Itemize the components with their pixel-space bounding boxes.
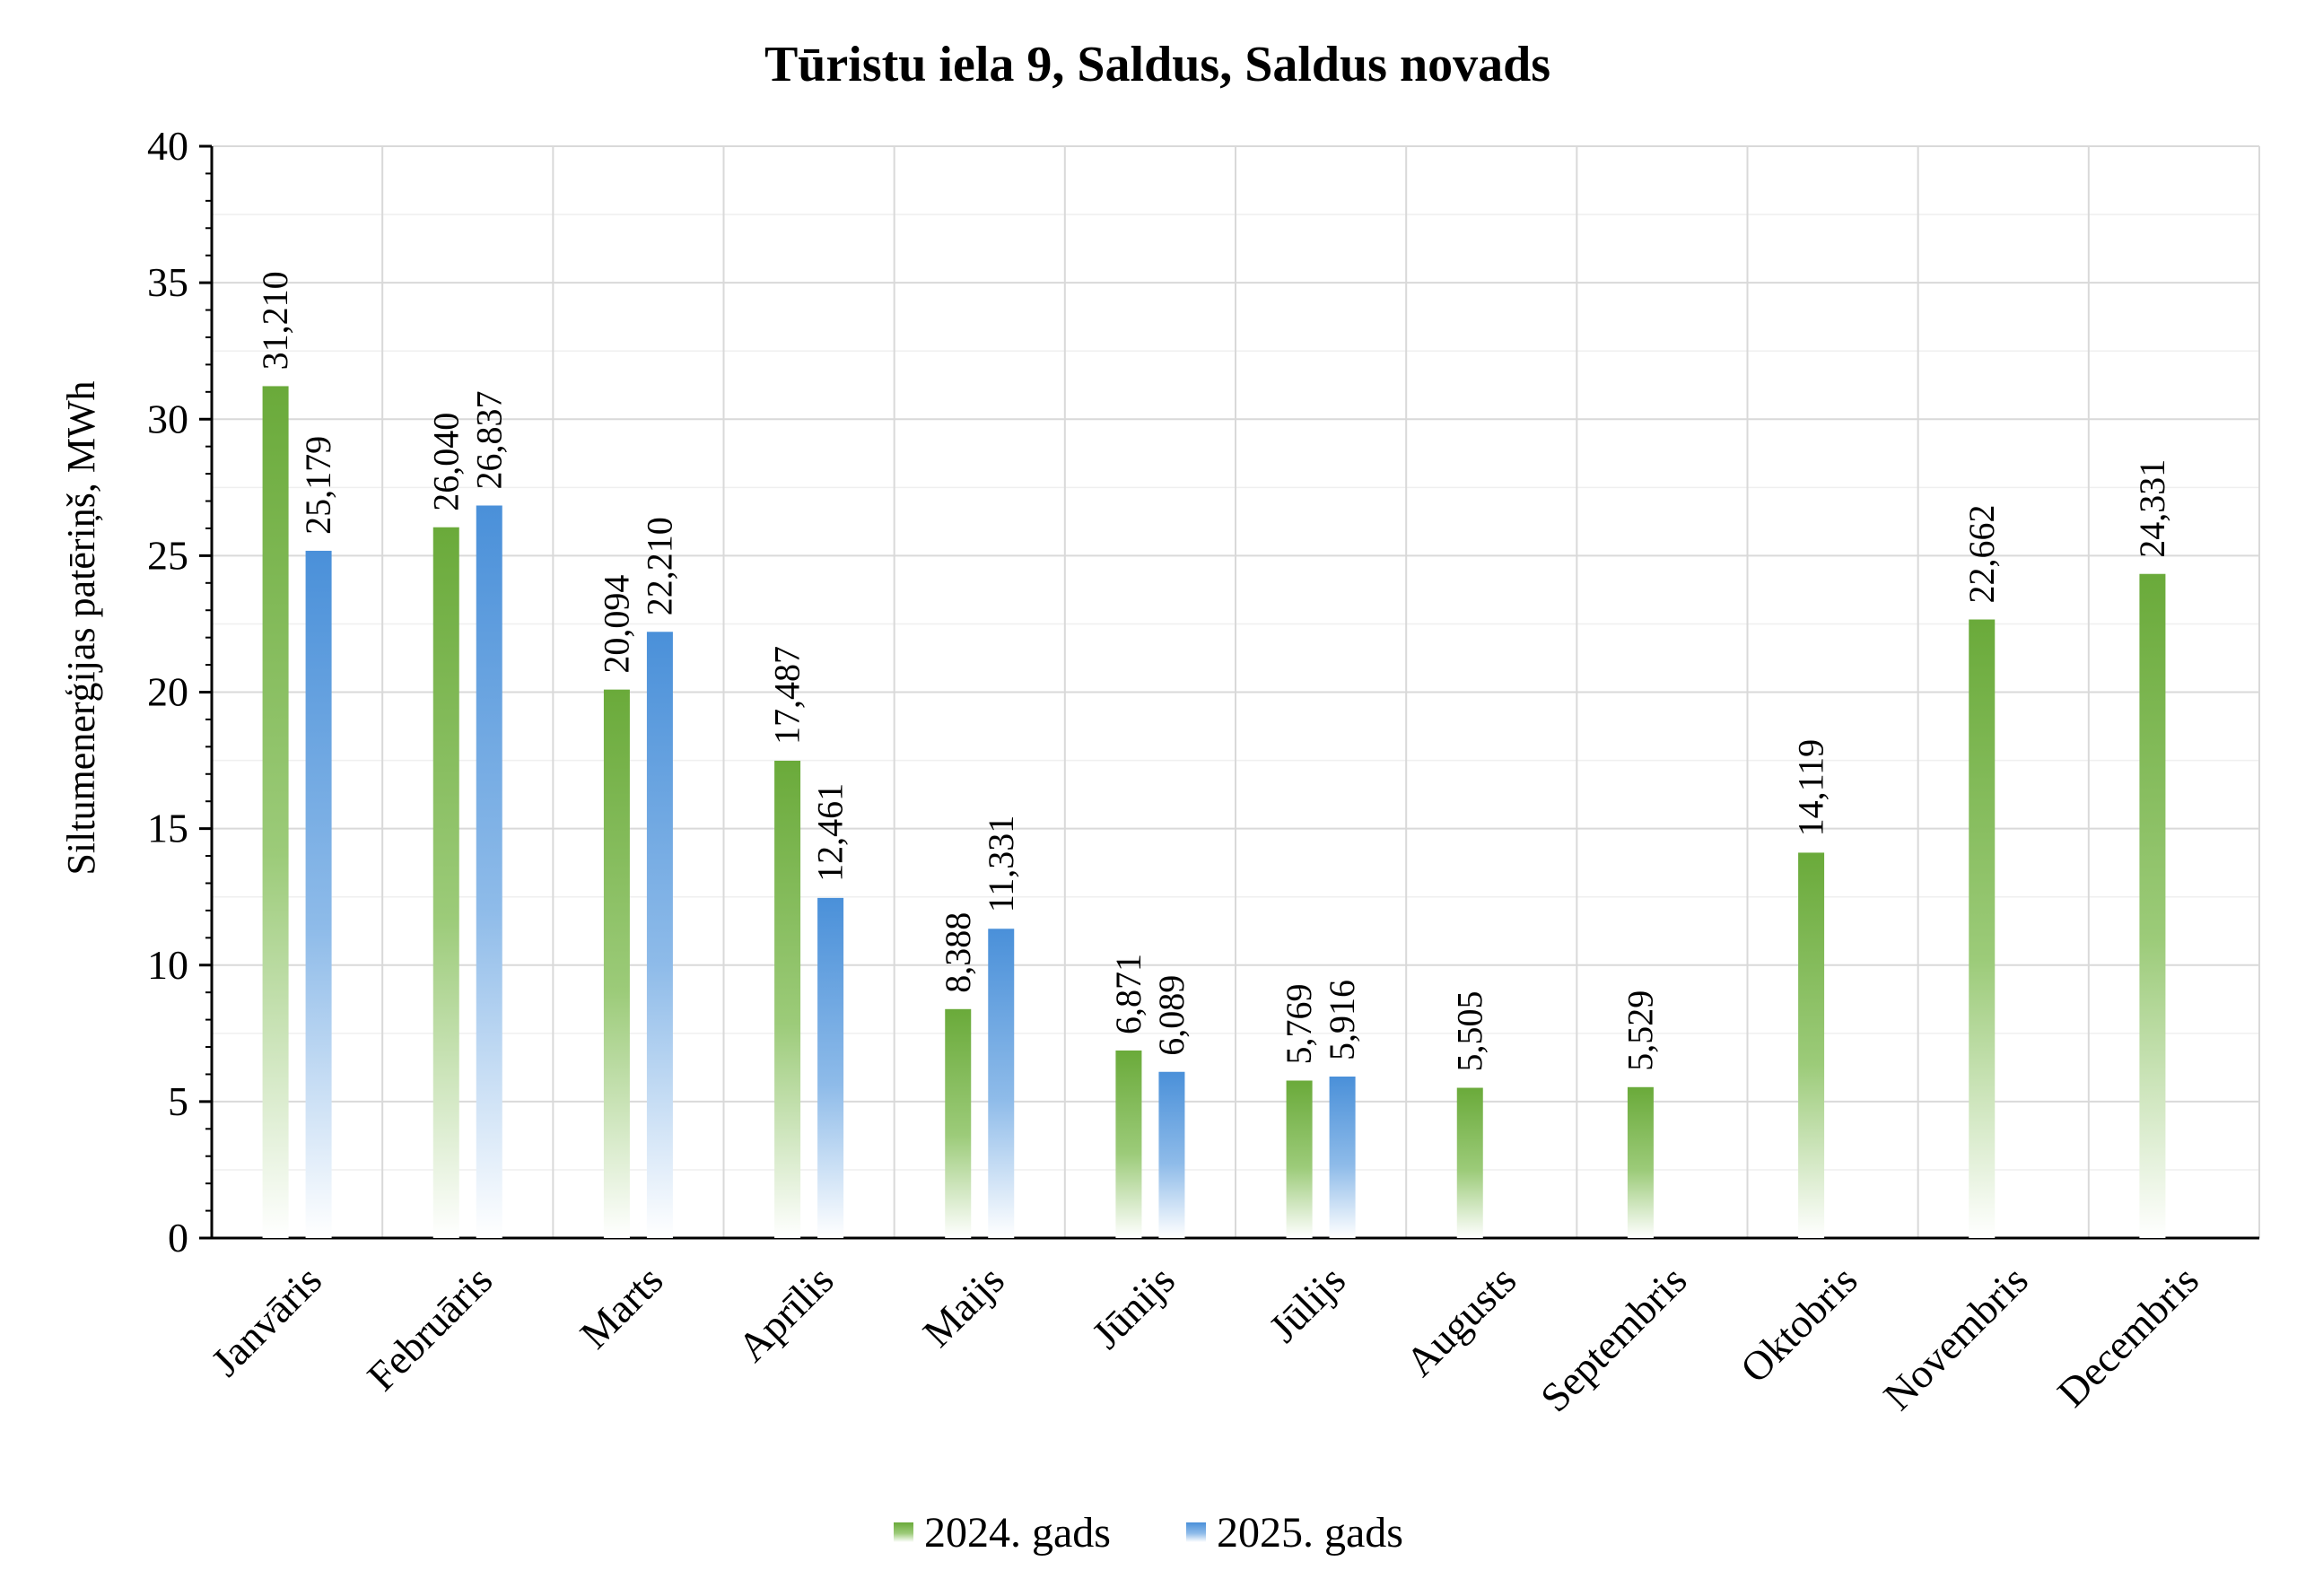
x-tick-label: Marts [572, 1257, 672, 1357]
y-tick-label: 10 [147, 942, 188, 988]
data-label: 26,040 [425, 413, 466, 511]
bar-2025 [1158, 1071, 1185, 1238]
x-tick-label: Jūlijs [1260, 1257, 1354, 1351]
y-tick-label: 30 [147, 396, 188, 441]
data-label: 6,089 [1151, 975, 1192, 1056]
x-tick-label: Aprīlis [729, 1257, 842, 1370]
bar-2025 [988, 929, 1015, 1238]
bar-2024 [1969, 619, 1996, 1238]
bars [262, 386, 2166, 1238]
bar-2025 [817, 897, 844, 1238]
x-tick-label: Jūnijs [1083, 1257, 1183, 1357]
legend-swatch [894, 1522, 913, 1542]
y-tick-label: 5 [168, 1078, 188, 1124]
bar-2024 [1286, 1080, 1313, 1238]
bar-2024 [1115, 1050, 1142, 1238]
y-tick-label: 15 [147, 806, 188, 851]
bar-2024 [774, 760, 801, 1238]
legend-label: 2024. gads [924, 1509, 1111, 1557]
data-label: 5,529 [1620, 990, 1660, 1071]
legend-swatch [1186, 1522, 1206, 1542]
gridlines [212, 145, 2260, 1238]
axes: 0 5 10 15 20 25 30 35 40 Janvāris Februāris Marts Ap… [147, 123, 2259, 1420]
bar-2025 [305, 550, 332, 1238]
data-label: 12,461 [810, 783, 851, 882]
bar-2024 [1627, 1086, 1654, 1238]
x-tick-label: Septembris [1532, 1257, 1695, 1420]
bar-2024 [945, 1008, 972, 1238]
data-label: 17,487 [767, 646, 808, 745]
data-label: 31,210 [255, 271, 295, 370]
bar-2024 [603, 689, 630, 1238]
data-label: 26,837 [468, 390, 509, 489]
bar-2024 [1456, 1087, 1483, 1238]
data-label: 5,769 [1279, 983, 1319, 1064]
y-axis-title: Siltumenerģijas patēriņš, MWh [59, 380, 103, 875]
data-label: 5,916 [1322, 980, 1362, 1060]
data-label: 22,662 [1961, 505, 2002, 604]
data-label: 6,871 [1108, 954, 1148, 1034]
data-label: 25,179 [298, 436, 338, 535]
x-tick-label: Oktobris [1732, 1257, 1866, 1391]
y-tick-label: 25 [147, 532, 188, 578]
data-label: 20,094 [596, 575, 636, 674]
data-label: 11,331 [981, 815, 1021, 913]
bar-2024 [262, 386, 289, 1238]
x-tick-label: Maijs [914, 1257, 1013, 1356]
bar-2025 [646, 632, 673, 1238]
bar-2024 [2139, 573, 2166, 1238]
data-label: 8,388 [938, 912, 978, 993]
y-tick-label: 0 [168, 1215, 188, 1260]
data-label: 22,210 [639, 517, 679, 615]
bar-2024 [432, 527, 459, 1238]
bar-2024 [1798, 852, 1825, 1238]
x-tick-label: Decembris [2048, 1257, 2207, 1416]
x-tick-label: Augusts [1397, 1257, 1525, 1385]
legend: 2024. gads 2025. gads [894, 1509, 1403, 1557]
legend-label: 2025. gads [1217, 1509, 1403, 1557]
data-label: 14,119 [1791, 739, 1831, 837]
bar-2025 [476, 505, 502, 1238]
x-tick-label: Novembris [1874, 1257, 2037, 1419]
x-tick-label: Janvāris [202, 1257, 330, 1385]
data-label: 5,505 [1449, 991, 1489, 1072]
y-tick-label: 20 [147, 669, 188, 715]
y-tick-label: 35 [147, 259, 188, 305]
chart-title: Tūristu iela 9, Saldus, Saldus novads [764, 37, 1550, 92]
x-tick-label: Februāris [358, 1257, 501, 1400]
bar-2025 [1329, 1077, 1356, 1238]
data-label: 24,331 [2132, 459, 2172, 558]
y-tick-label: 40 [147, 123, 188, 169]
